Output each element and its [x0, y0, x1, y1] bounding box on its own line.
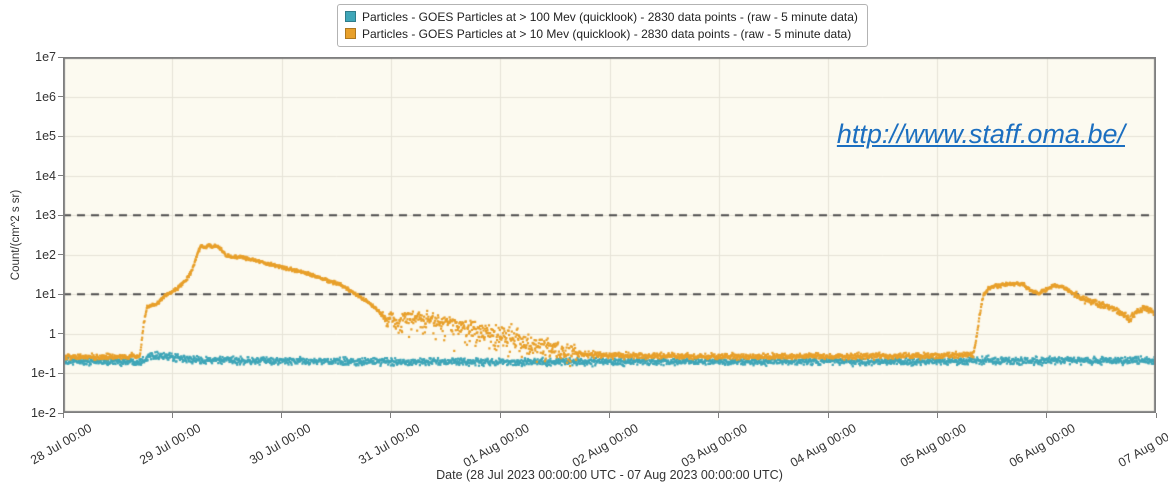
legend-color-swatch [345, 11, 356, 22]
x-axis-title: Date (28 Jul 2023 00:00:00 UTC - 07 Aug … [436, 468, 783, 482]
y-tick-mark [58, 175, 63, 177]
x-tick-label: 03 Aug 00:00 [678, 421, 750, 470]
y-tick-label: 1e4 [35, 168, 56, 183]
x-tick-mark [1046, 413, 1048, 418]
x-tick-mark [499, 413, 501, 418]
y-tick-label: 1e-1 [30, 366, 56, 381]
y-tick-mark [58, 333, 63, 335]
y-tick-label: 1e2 [35, 247, 56, 262]
x-tick-mark [936, 413, 938, 418]
y-tick-mark [58, 56, 63, 58]
x-tick-label: 31 Jul 00:00 [355, 421, 422, 468]
y-tick-label: 1e6 [35, 89, 56, 104]
x-tick-label: 04 Aug 00:00 [788, 421, 860, 470]
x-tick-mark [609, 413, 610, 418]
x-tick-label: 30 Jul 00:00 [246, 421, 313, 468]
y-tick-mark [58, 214, 63, 216]
plot-area: http://www.staff.oma.be/ [63, 57, 1156, 413]
x-tick-mark [718, 413, 720, 418]
legend-item: Particles - GOES Particles at > 10 Mev (… [345, 25, 858, 42]
legend-item-label: Particles - GOES Particles at > 100 Mev … [362, 9, 858, 24]
legend-color-swatch [345, 28, 356, 39]
y-axis-title: Count/(cm^2 s sr) [10, 189, 22, 281]
y-tick-label: 1 [49, 326, 56, 341]
y-tick-mark [58, 412, 63, 414]
y-tick-label: 1e3 [35, 208, 56, 223]
x-tick-label: 07 Aug 00:00 [1116, 421, 1168, 470]
x-tick-label: 06 Aug 00:00 [1006, 421, 1078, 470]
y-tick-mark [58, 135, 63, 137]
y-tick-label: 1e1 [35, 287, 56, 302]
legend-item-label: Particles - GOES Particles at > 10 Mev (… [362, 26, 852, 41]
x-tick-label: 02 Aug 00:00 [569, 421, 641, 470]
y-tick-mark [58, 254, 63, 256]
x-tick-label: 29 Jul 00:00 [137, 421, 204, 468]
x-tick-mark [827, 413, 829, 418]
y-tick-label: 1e5 [35, 129, 56, 144]
x-tick-label: 05 Aug 00:00 [897, 421, 969, 470]
chart-legend: Particles - GOES Particles at > 100 Mev … [337, 4, 868, 47]
x-tick-mark [390, 413, 392, 418]
x-tick-mark [1155, 413, 1157, 418]
x-tick-mark [281, 413, 283, 418]
y-tick-label: 1e7 [35, 50, 56, 64]
plot-canvas [63, 57, 1156, 413]
y-tick-mark [58, 96, 63, 98]
y-tick-mark [58, 293, 63, 295]
legend-item: Particles - GOES Particles at > 100 Mev … [345, 8, 858, 25]
x-tick-mark [171, 413, 173, 418]
x-tick-mark [62, 413, 64, 418]
x-tick-label: 28 Jul 00:00 [28, 421, 95, 468]
url-link[interactable]: http://www.staff.oma.be/ [836, 119, 1125, 149]
y-tick-label: 1e-2 [30, 406, 56, 420]
y-tick-mark [58, 372, 63, 374]
x-tick-label: 01 Aug 00:00 [460, 421, 532, 470]
